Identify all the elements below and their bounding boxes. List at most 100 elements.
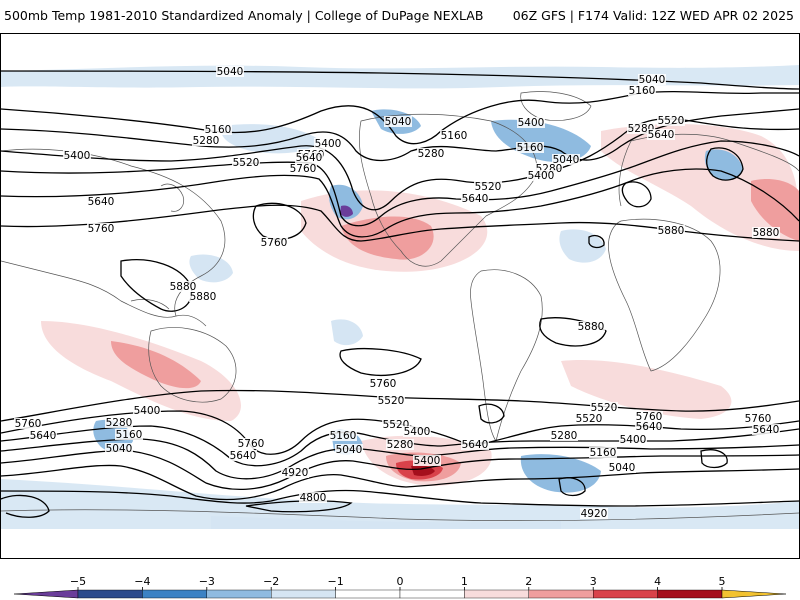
legend-tick-label: 0 [397,575,404,588]
contour-label: 5760 [290,163,317,175]
contour-5400-north [1,118,799,211]
contour-label: 5400 [414,455,441,467]
legend-swatch [271,589,336,599]
coastline-south-america [470,269,543,442]
contour-label-bg [229,450,257,461]
anomaly-warm-mexico [341,216,434,260]
map-title: 500mb Temp 1981-2010 Standardized Anomal… [4,8,484,23]
anomaly-cold-s-atlantic [520,454,601,493]
contour-label-bg [577,321,605,332]
legend-swatch [464,589,529,599]
contour-label-bg [638,74,666,85]
contour-4800-south [245,500,353,513]
contour-label-bg [440,130,468,141]
contour-label: 5040 [385,116,412,128]
contour-label-bg [386,439,414,450]
contour-label: 5400 [64,150,91,162]
contour-label: 5400 [528,170,555,182]
contour-label: 5280 [193,135,220,147]
legend-tick-label: −4 [134,575,150,588]
contour-label-bg [216,66,244,77]
contour-label-bg [752,424,780,435]
contour-label: 5640 [462,439,489,451]
contour-label: 5760 [636,411,663,423]
contour-5760-south [1,389,799,422]
contour-label: 5400 [404,426,431,438]
contour-label: 5400 [620,434,647,446]
contour-label: 5520 [658,115,685,127]
contour-label-bg [635,411,663,422]
contour-label-bg [413,455,441,466]
contour-label-bg [289,163,317,174]
anomaly-warm-south-atlantic [561,360,732,419]
contour-label-bg [260,237,288,248]
contour-label-bg [535,163,563,174]
contour-label: 5400 [518,117,545,129]
anomaly-cold-tropic-pac [331,319,363,346]
contour-label-bg [628,85,656,96]
contour-5160-south [1,450,799,491]
contour-label-bg [169,281,197,292]
contour-5880-tropic-asia [120,259,193,312]
legend-tick-label: 1 [461,575,468,588]
contour-label-bg [575,413,603,424]
contour-label: 5760 [370,378,397,390]
contour-label-bg [329,430,357,441]
legend-tick-label: −2 [263,575,279,588]
contour-label-bg [657,225,685,236]
contour-label: 5880 [578,321,605,333]
contour-label-bg [580,508,608,519]
contour-label-bg [299,492,327,503]
contour-5400-south [1,425,799,467]
contour-label-bg [314,138,342,149]
contour-label-bg [403,426,431,437]
anomaly-cool-band-north [1,65,799,89]
contour-5640-north [1,168,799,238]
legend-swatch [528,589,594,599]
contour-label: 5160 [629,85,656,97]
contour-label: 5760 [745,413,772,425]
contour-label-bg [87,223,115,234]
contour-label: 5520 [475,181,502,193]
contour-label: 5040 [217,66,244,78]
legend-swatch [77,589,143,599]
contour-label-bg [105,417,133,428]
coastline-antarctica [1,509,799,521]
contour-label: 5640 [30,430,57,442]
contour-5520-north [1,140,799,227]
contour-label-bg [115,429,143,440]
contour-label: 5160 [330,430,357,442]
contour-label: 5040 [336,444,363,456]
contour-label-bg [29,430,57,441]
contour-label: 5280 [387,439,414,451]
legend-swatch [657,589,723,599]
contour-label-bg [237,438,265,449]
contour-low-pacific [252,202,307,240]
contour-label: 4920 [581,508,608,520]
legend-swatch [142,589,207,599]
legend-tick-label: −3 [199,575,215,588]
contour-label: 5520 [591,402,618,414]
anomaly-warm-russia [751,179,799,241]
legend-tick-label: −5 [70,575,86,588]
contour-label-bg [87,196,115,207]
legend-arrow-high [721,589,787,599]
contour-label-bg [550,430,578,441]
contour-low-s-ocean-e [700,449,728,469]
legend-tick-label: −1 [327,575,343,588]
contour-label: 4920 [282,467,309,479]
contour-5280-south [1,438,799,480]
contour-label: 5520 [233,157,260,169]
contour-label: 4800 [300,492,327,504]
contour-low-s-atlantic [558,477,586,497]
contour-label: 5160 [205,124,232,136]
contour-label: 5040 [609,462,636,474]
contour-label-bg [105,443,133,454]
contour-label-bg [417,148,445,159]
contour-5040-south [1,464,799,501]
contour-label-bg [295,152,323,163]
contour-label-bg [133,405,161,416]
model-run-info: 06Z GFS | F174 Valid: 12Z WED APR 02 202… [512,8,794,23]
contour-label: 5160 [517,142,544,154]
coastline-greenland [520,91,592,121]
